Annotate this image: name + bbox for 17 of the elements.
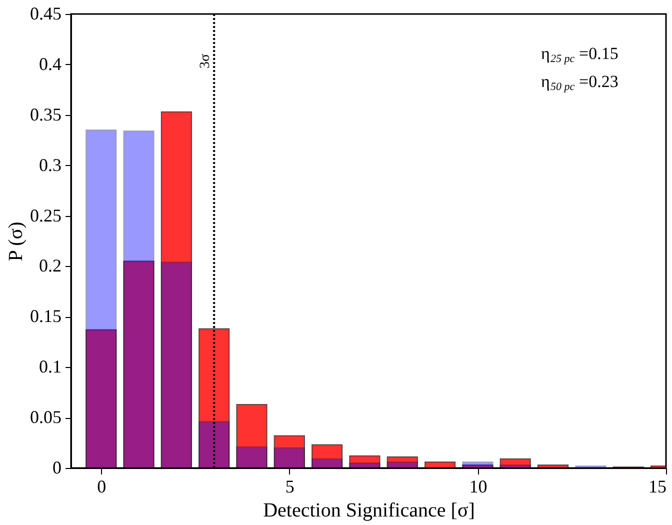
- x-tick-label: 15: [648, 476, 666, 496]
- x-tick-label: 10: [469, 476, 488, 496]
- x-axis-title: Detection Significance [σ]: [263, 500, 475, 522]
- y-tick-label: 0.35: [30, 104, 62, 124]
- y-tick-label: 0.2: [39, 256, 62, 276]
- x-tick-label: 0: [97, 476, 106, 496]
- y-tick-label: 0.25: [30, 205, 62, 226]
- y-axis-title: P (σ): [5, 222, 27, 262]
- x-tick-label: 5: [285, 476, 294, 496]
- y-tick-label: 0: [52, 458, 62, 478]
- y-tick-label: 0.15: [30, 306, 62, 326]
- y-tick-label: 0.45: [30, 4, 62, 24]
- y-tick-label: 0.3: [39, 154, 62, 175]
- ref-line-label: 3σ: [198, 54, 214, 69]
- y-tick-label: 0.05: [30, 407, 62, 428]
- y-tick-label: 0.4: [39, 54, 62, 74]
- y-tick-label: 0.1: [39, 356, 62, 377]
